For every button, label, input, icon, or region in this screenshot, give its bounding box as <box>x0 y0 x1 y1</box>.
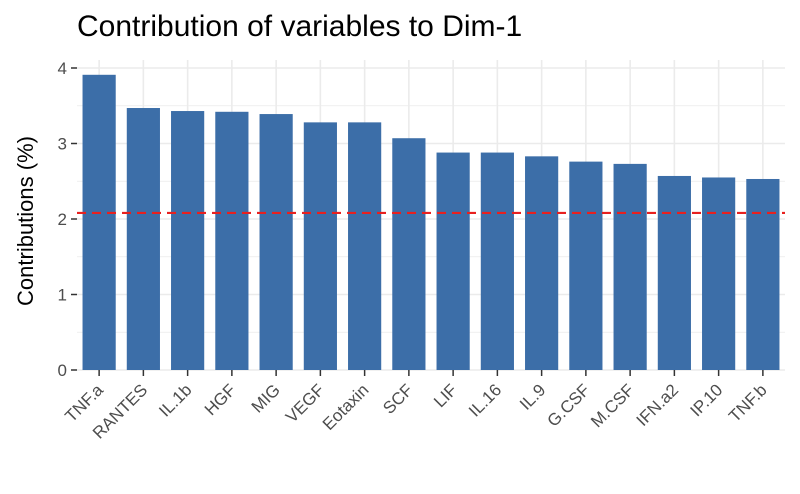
y-tick-label: 0 <box>58 361 67 380</box>
bar-mig <box>259 114 293 371</box>
x-tick-label: IL.16 <box>465 380 505 420</box>
bar-hgf <box>215 111 249 370</box>
y-axis: 0 1 2 3 4 <box>58 59 77 380</box>
chart-title: Contribution of variables to Dim-1 <box>77 10 523 43</box>
bar-rantes <box>126 108 160 370</box>
bar-tnf-b <box>746 178 780 370</box>
y-tick-label: 4 <box>58 59 67 78</box>
bar-eotaxin <box>348 122 382 370</box>
bar-ip-10 <box>702 177 736 370</box>
y-tick-label: 2 <box>58 210 67 229</box>
x-tick-label: LIF <box>430 380 461 411</box>
x-tick-label: IP.10 <box>686 380 726 420</box>
x-tick-label: M.CSF <box>587 380 638 431</box>
x-tick-label: SCF <box>379 380 416 417</box>
bar-m-csf <box>613 163 647 370</box>
bar-scf <box>392 138 426 370</box>
bar-vegf <box>303 122 337 370</box>
bar-lif <box>436 152 470 370</box>
x-tick-label: TNF.b <box>725 380 770 425</box>
x-tick-label: HGF <box>201 380 240 419</box>
bar-il-1b <box>171 111 205 370</box>
x-tick-label: Eotaxin <box>319 380 373 434</box>
bar-il-16 <box>480 152 514 370</box>
bar-tnf-a <box>82 74 116 371</box>
x-tick-label: G.CSF <box>544 380 594 430</box>
x-tick-label: MIG <box>248 380 284 416</box>
y-axis-title: Contributions (%) <box>13 136 38 306</box>
y-tick-label: 1 <box>58 286 67 305</box>
y-tick-label: 3 <box>58 135 67 154</box>
x-tick-label: IFN.a2 <box>633 380 683 430</box>
bar-ifn-a2 <box>657 175 691 370</box>
bar-il-9 <box>525 156 559 370</box>
x-tick-label: IL.9 <box>516 380 549 413</box>
x-tick-label: IL.1b <box>155 380 195 420</box>
bars <box>82 74 780 371</box>
bar-g-csf <box>569 161 603 370</box>
